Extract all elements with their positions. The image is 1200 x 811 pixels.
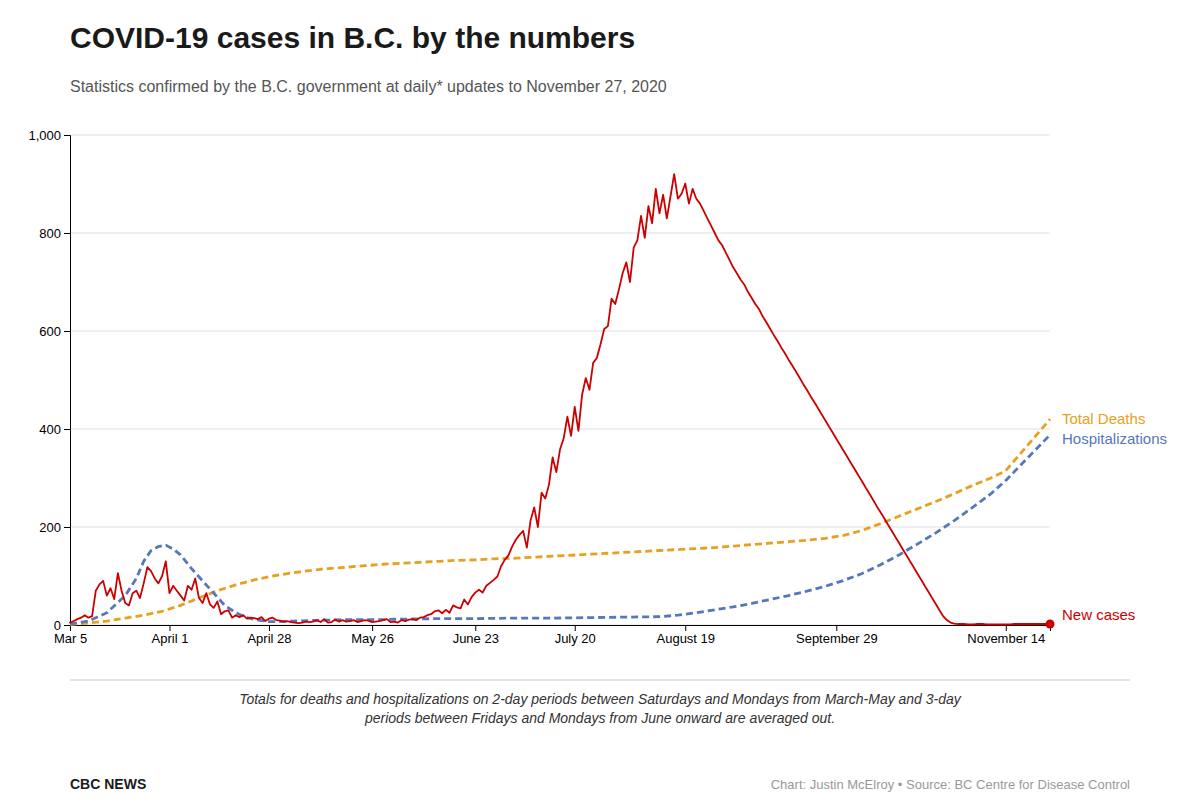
grid-line [70,135,1050,136]
title: COVID-19 cases in B.C. by the numbers [70,21,635,54]
line-label: Hospitalizations [1062,430,1167,447]
y-tick-label: 400 [39,422,61,437]
x-tick-mark [685,625,686,631]
y-axis: 0 200 400 600 800 1,000 [28,128,70,633]
x-tick-label: July 20 [555,631,596,646]
footnote-line: Totals for deaths and hospitalizations o… [239,691,962,707]
line-label: New cases [1062,606,1135,623]
footnote-line: periods between Fridays and Mondays from… [364,710,835,726]
series-line [70,435,1050,624]
y-tick-label: 600 [39,324,61,339]
x-tick-mark [836,625,837,631]
grid-line [70,429,1050,430]
x-tick-mark [169,625,170,631]
chart: COVID-19 cases in B.C. by the numbers Sta… [0,0,1200,811]
x-tick: August 19 [656,625,715,646]
x-tick-label: September 29 [796,631,878,646]
y-tick-label: 0 [54,618,61,633]
y-axis-line [64,136,71,626]
footnote: Totals for deaths and hospitalizations o… [239,691,962,726]
x-axis-line [71,626,1051,632]
x-tick: April 1 [152,625,189,646]
series-line [70,174,1050,624]
y-tick-mark [64,527,70,528]
x-tick: April 28 [247,625,291,646]
grid [70,135,1050,625]
credit-left: CBC NEWS [70,776,146,792]
subtitle: Statistics confirmed by the B.C. governm… [70,78,667,95]
x-tick-label: August 19 [656,631,715,646]
x-tick-label: April 28 [247,631,291,646]
x-tick-label: April 1 [152,631,189,646]
y-tick-mark [64,331,70,332]
grid-line [70,233,1050,234]
x-tick: September 29 [796,625,878,646]
x-tick: November 14 [967,625,1045,646]
grid-line [70,331,1050,332]
y-tick-mark [64,625,70,626]
y-tick: 800 [39,226,70,241]
x-tick-label: Mar 5 [54,631,87,646]
x-tick-label: June 23 [453,631,499,646]
x-axis: Mar 5 April 1 April 28 May 26 June 23 July 20… [54,625,1051,646]
line-labels: Total Deaths Hospitalizations New cases [1062,410,1167,623]
y-tick-mark [64,429,70,430]
grid-line [70,527,1050,528]
x-tick: June 23 [453,625,499,646]
footer-rule [70,680,1130,681]
x-tick: July 20 [555,625,596,646]
y-tick-mark [64,135,70,136]
end-point [1046,620,1055,629]
y-tick: 200 [39,520,70,535]
x-tick-mark [372,625,373,631]
x-tick-mark [269,625,270,631]
y-tick-label: 800 [39,226,61,241]
x-tick-mark [575,625,576,631]
credit-right: Chart: Justin McElroy • Source: BC Centr… [771,777,1130,792]
y-tick-label: 200 [39,520,61,535]
y-tick-mark [64,233,70,234]
x-tick: May 26 [351,625,394,646]
plot-area [70,174,1055,628]
x-tick-mark [1006,625,1007,631]
y-tick: 400 [39,422,70,437]
y-tick: 0 [54,618,70,633]
x-tick-label: November 14 [967,631,1045,646]
x-tick-label: May 26 [351,631,394,646]
y-tick-label: 1,000 [28,128,61,143]
y-tick: 600 [39,324,70,339]
x-tick-mark [475,625,476,631]
line-label: Total Deaths [1062,410,1145,427]
y-tick: 1,000 [28,128,70,143]
